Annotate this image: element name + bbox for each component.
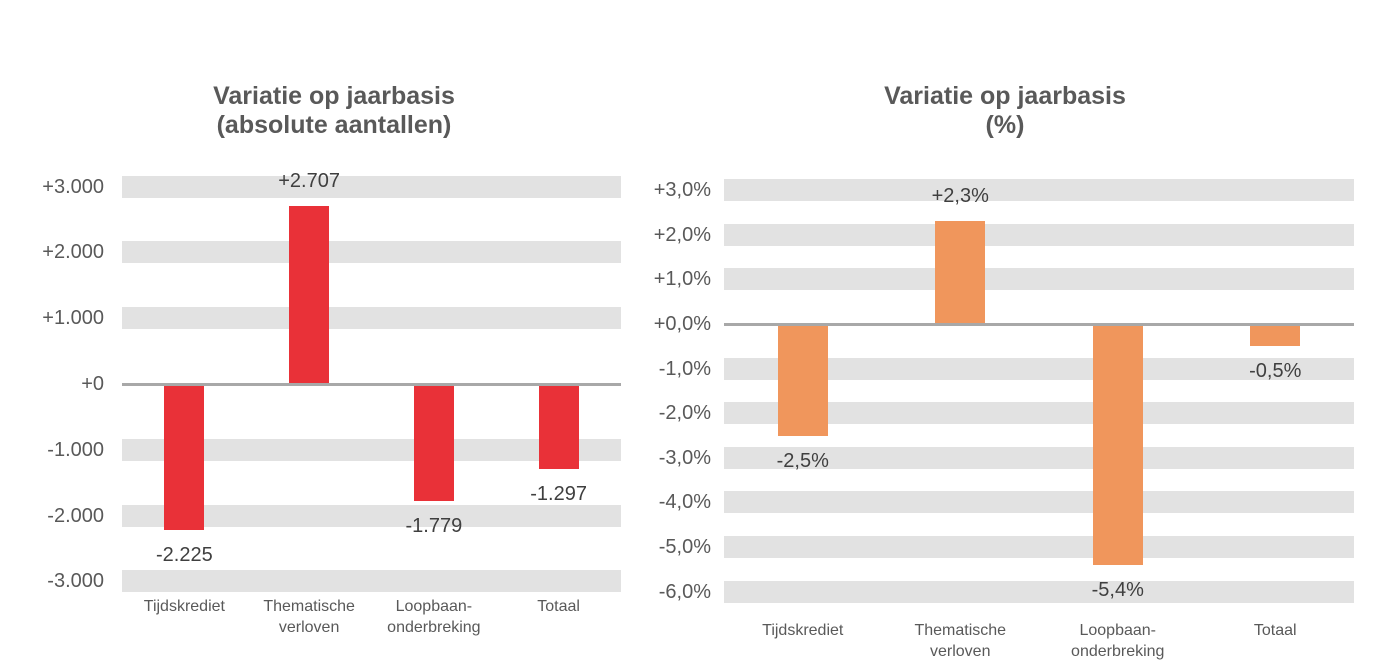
data-label-totaal: -1.297 xyxy=(530,483,587,506)
gridline-band xyxy=(122,307,621,330)
gridline-band xyxy=(122,570,621,593)
data-label-tijdskrediet: -2.225 xyxy=(156,544,213,567)
gridline-band xyxy=(122,504,621,527)
y-axis-tick-label: -1,0% xyxy=(658,357,711,380)
y-axis-tick-label: -2,0% xyxy=(658,402,711,425)
gridline-band xyxy=(724,179,1354,202)
bar-loopbaan-onderbreking xyxy=(413,384,454,502)
data-label-totaal: -0,5% xyxy=(1249,360,1302,383)
chart-title-line: Variatie op jaarbasis xyxy=(884,82,1126,110)
data-label-tijdskrediet: -2,5% xyxy=(776,449,829,472)
x-category-label-loopbaan-onderbreking: Loopbaan- onderbreking xyxy=(387,598,481,636)
bar-thematische-verloven xyxy=(289,205,330,384)
gridline-band xyxy=(724,357,1354,380)
zero-axis-line xyxy=(724,322,1354,326)
bar-thematische-verloven xyxy=(935,221,986,324)
gridline-band xyxy=(724,446,1354,469)
y-axis-tick-label: +0 xyxy=(81,373,104,395)
x-category-label-tijdskrediet: Tijdskrediet xyxy=(143,598,225,615)
x-category-label-totaal: Totaal xyxy=(537,598,580,615)
bar-loopbaan-onderbreking xyxy=(1092,324,1143,565)
chart-title-line: Variatie op jaarbasis xyxy=(213,82,455,110)
gridline-band xyxy=(122,438,621,461)
bar-tijdskrediet xyxy=(777,324,828,436)
y-axis-tick-label: -4,0% xyxy=(658,491,711,514)
x-category-label-thematische-verloven: Thematische verloven xyxy=(263,598,355,636)
bar-totaal xyxy=(538,384,579,470)
chart-title-percent: Variatie op jaarbasis (%) xyxy=(725,82,1285,140)
y-axis-tick-label: -1.000 xyxy=(47,438,104,461)
data-label-thematische-verloven: +2.707 xyxy=(278,169,340,192)
zero-axis-line xyxy=(122,382,621,386)
y-axis-tick-label: -2.000 xyxy=(47,504,104,527)
gridline-band xyxy=(122,241,621,264)
bar-totaal xyxy=(1250,324,1301,347)
data-label-loopbaan-onderbreking: -5,4% xyxy=(1091,578,1144,601)
y-axis-tick-label: -3,0% xyxy=(658,446,711,469)
x-category-label-loopbaan-onderbreking: Loopbaan- onderbreking xyxy=(1071,622,1165,660)
gridline-band xyxy=(724,536,1354,558)
gridline-band xyxy=(724,268,1354,291)
y-axis-tick-label: +2.000 xyxy=(42,241,104,264)
y-axis-tick-label: +1,0% xyxy=(653,268,711,291)
data-label-loopbaan-onderbreking: -1.779 xyxy=(405,515,463,538)
y-axis-tick-label: -5,0% xyxy=(658,536,711,558)
y-axis-tick-label: -6,0% xyxy=(658,580,711,603)
y-axis-tick-label: -3.000 xyxy=(47,570,104,593)
chart-title-line: (absolute aantallen) xyxy=(216,111,452,139)
y-axis-tick-label: +2,0% xyxy=(653,223,711,246)
x-category-label-thematische-verloven: Thematische verloven xyxy=(914,622,1007,660)
x-category-label-tijdskrediet: Tijdskrediet xyxy=(762,622,844,639)
gridline-band xyxy=(724,223,1354,246)
gridline-band xyxy=(724,402,1354,425)
y-axis-tick-label: +0,0% xyxy=(653,313,711,335)
y-axis-tick-label: +3.000 xyxy=(42,175,104,198)
gridline-band xyxy=(724,580,1354,603)
x-category-label-totaal: Totaal xyxy=(1253,622,1297,639)
chart-title-line: (%) xyxy=(985,111,1025,139)
y-axis-tick-label: +1.000 xyxy=(42,307,104,330)
gridline-band xyxy=(724,491,1354,514)
chart-title-absolute: Variatie op jaarbasis (absolute aantalle… xyxy=(54,82,614,140)
y-axis-tick-label: +3,0% xyxy=(653,179,711,202)
bar-tijdskrediet xyxy=(164,384,205,531)
gridline-band xyxy=(122,175,621,198)
data-label-thematische-verloven: +2,3% xyxy=(931,185,989,208)
